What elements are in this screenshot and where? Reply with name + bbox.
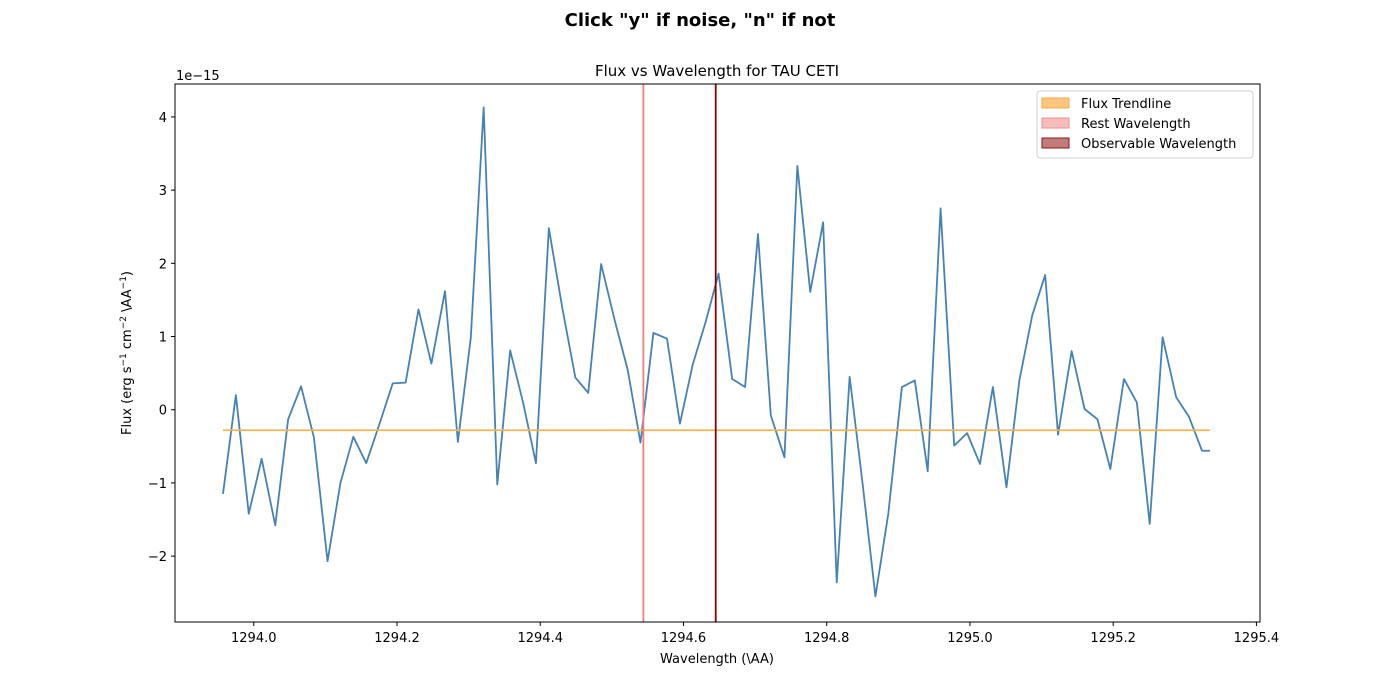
y-axis-label: Flux (erg s−1 cm−2 \AA−1) [119,271,135,435]
y-tick-label: 1 [159,331,167,346]
x-tick-label: 1294.8 [804,631,850,646]
legend-label: Rest Wavelength [1081,117,1191,132]
plot-title: Flux vs Wavelength for TAU CETI [595,62,839,80]
x-tick-label: 1294.4 [517,631,563,646]
legend-swatch [1041,137,1070,149]
x-tick-label: 1295.2 [1090,631,1136,646]
legend-label: Observable Wavelength [1081,137,1236,152]
plot-frame [174,83,1261,623]
x-tick-label: 1295.4 [1234,631,1280,646]
x-tick-label: 1294.0 [231,631,277,646]
y-tick-label: 2 [159,257,167,272]
y-tick-label: 4 [159,111,167,126]
y-tick-label: −1 [148,477,167,492]
x-tick-label: 1295.0 [947,631,993,646]
axis-ticks: 1294.0 1294.2 1294.4 1294.6 1294.8 1295.0 1295… [148,111,1279,646]
y-offset-text: 1e−15 [176,69,220,84]
legend: Flux Trendline Rest Wavelength Observable … [1036,90,1254,159]
x-axis-label: Wavelength (\AA) [660,652,774,667]
y-tick-label: 0 [159,404,167,419]
legend-label: Flux Trendline [1081,97,1171,112]
legend-swatch [1041,117,1070,129]
legend-swatch [1041,97,1070,109]
legend-box [1036,90,1254,159]
plot-lines [222,84,1210,622]
y-tick-label: 3 [159,184,167,199]
figure-title: Click "y" if noise, "n" if not [564,10,836,31]
x-tick-label: 1294.6 [661,631,707,646]
x-tick-label: 1294.2 [374,631,420,646]
y-tick-label: −2 [148,550,167,565]
series-line-flux [222,106,1210,598]
